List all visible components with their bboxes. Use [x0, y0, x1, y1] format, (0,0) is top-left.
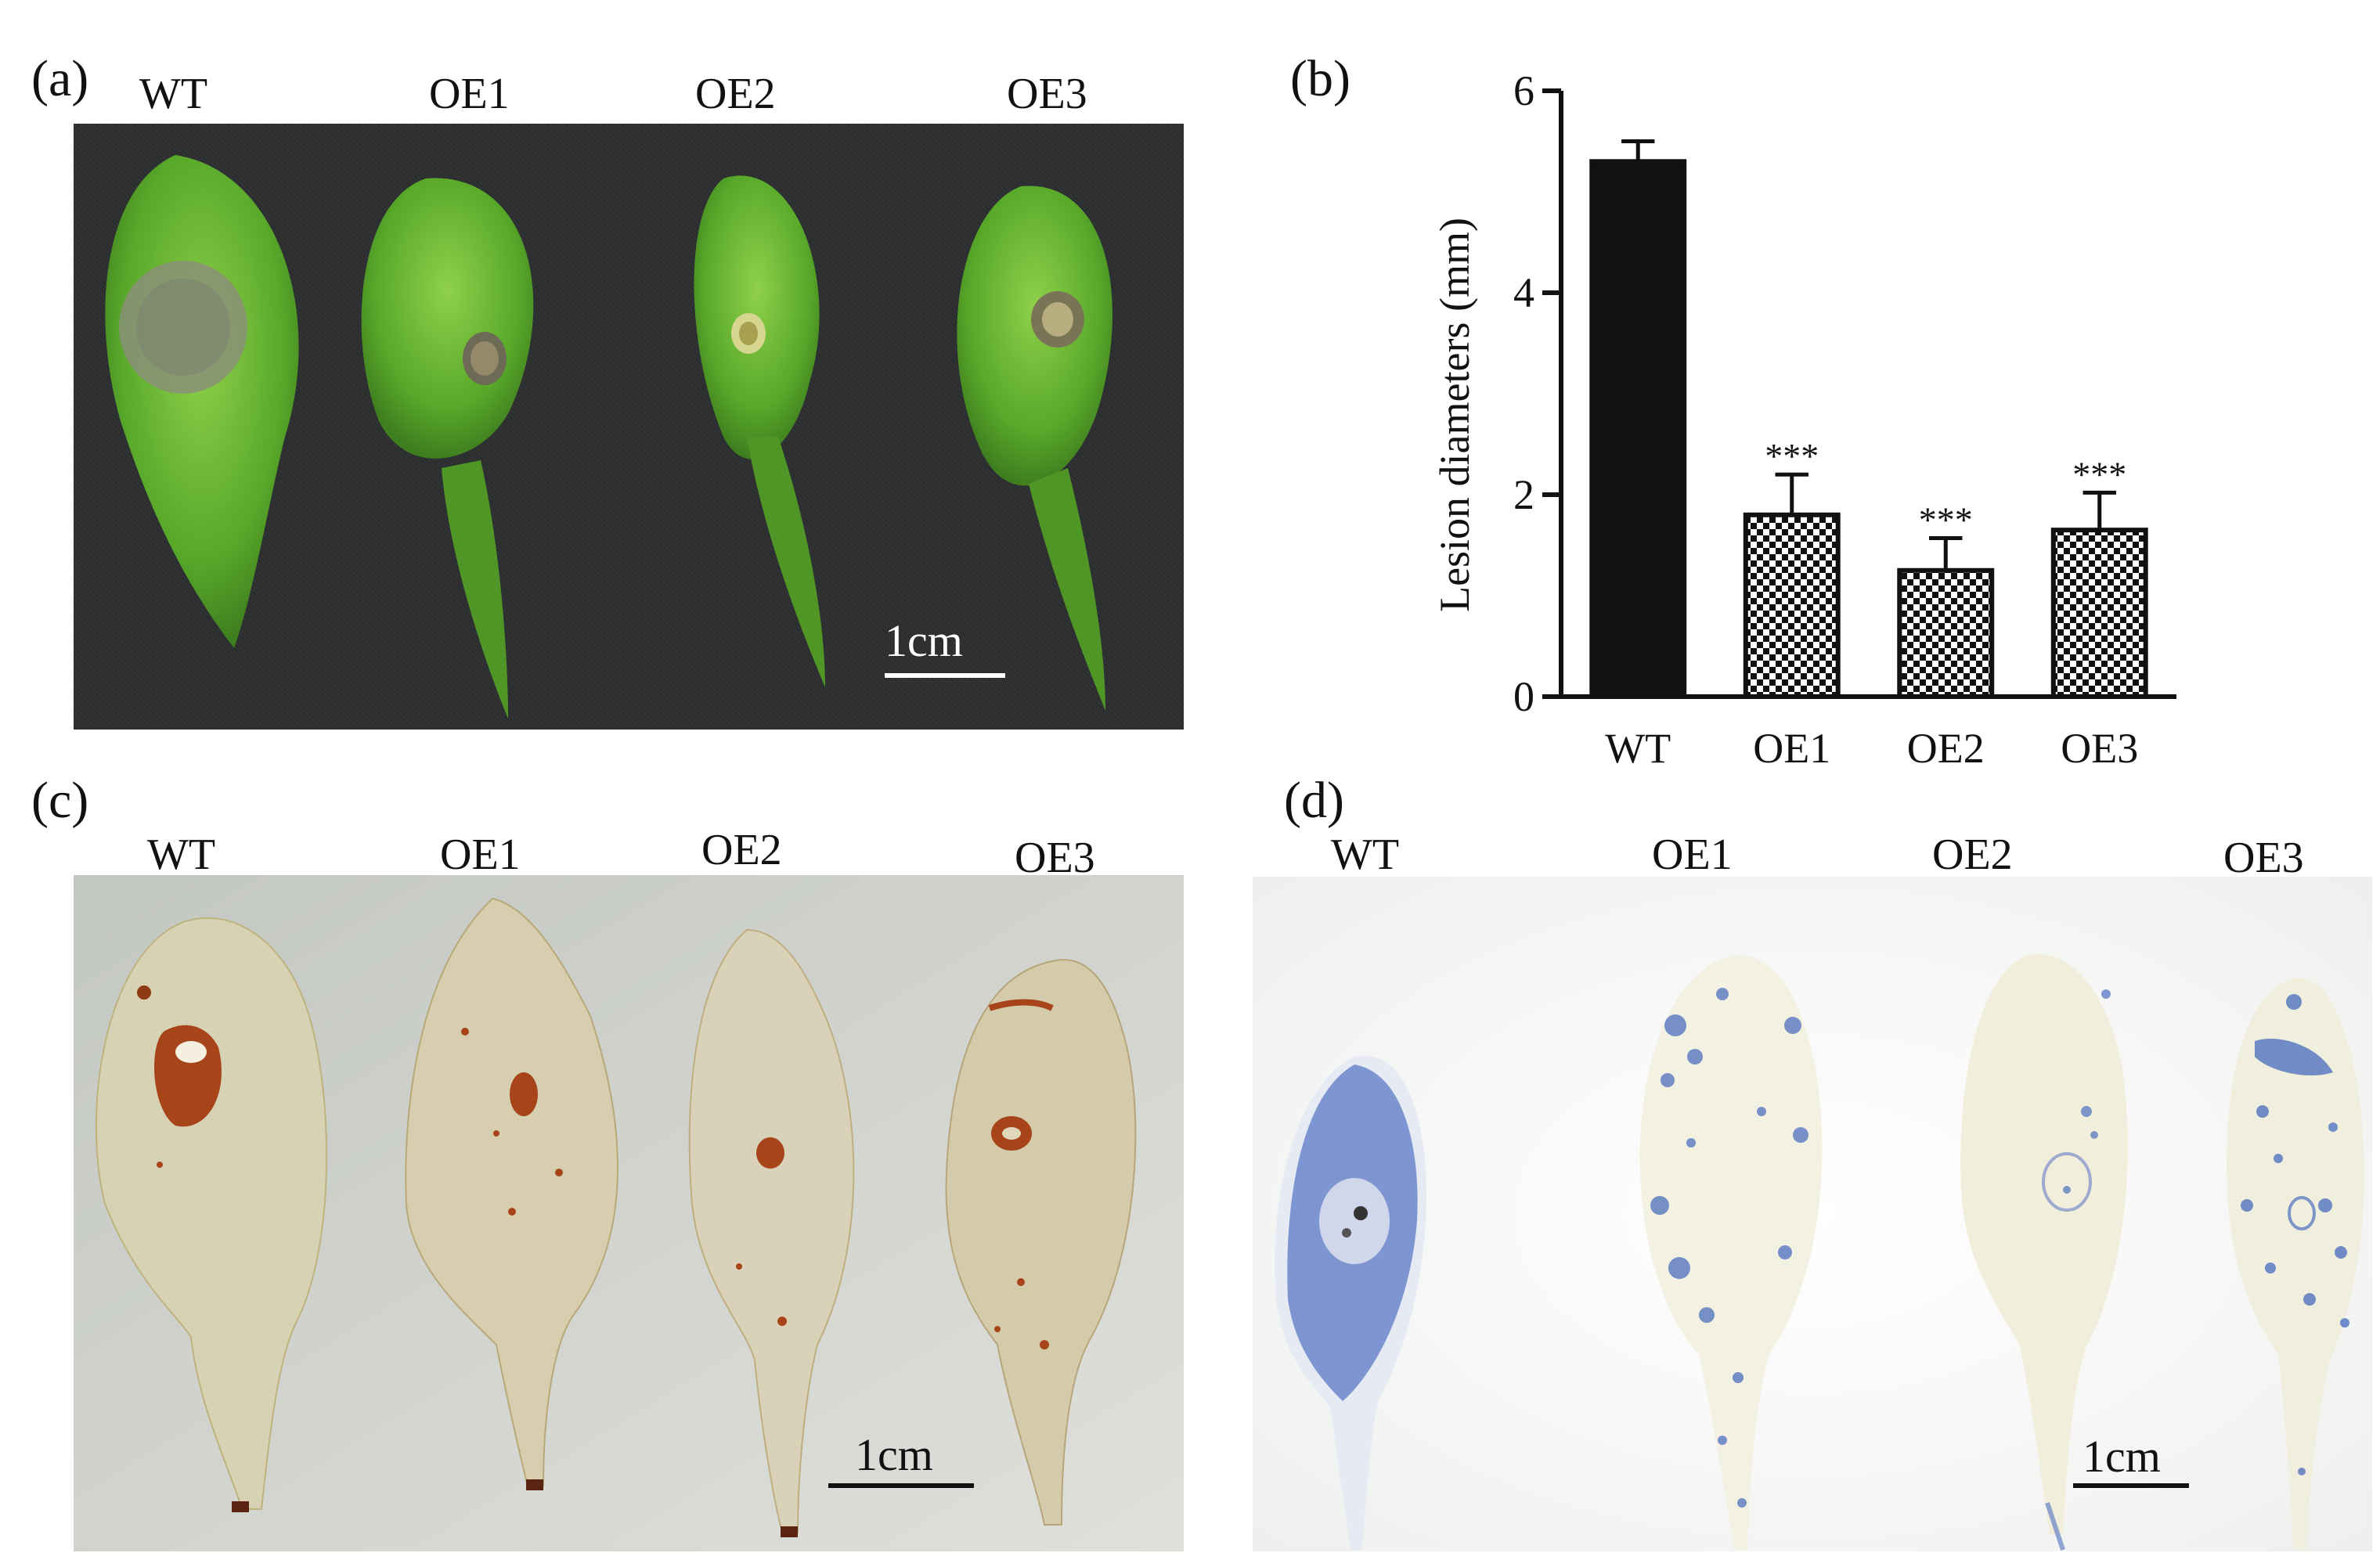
- leaf-a-oe3: [957, 186, 1112, 711]
- leaf-d-oe3: [2227, 978, 2364, 1550]
- panel-d-label-oe1: OE1: [1652, 830, 1733, 879]
- leaf-c-oe1: [405, 897, 618, 1490]
- chart-x-tick-label: OE2: [1907, 725, 1985, 772]
- leaf-d-wt: [1275, 1055, 1426, 1550]
- panel-c-scale-label: 1cm: [855, 1429, 933, 1480]
- leaf-d-oe2: [1960, 953, 2128, 1551]
- panel-b-letter: (b): [1290, 50, 1350, 107]
- leaf-a-oe1: [361, 178, 534, 719]
- leaf-d-oe1: [1639, 955, 1823, 1550]
- panel-c-letter: (c): [31, 772, 89, 829]
- panel-d-letter: (d): [1284, 772, 1344, 829]
- panel-d-label-oe2: OE2: [1932, 830, 2013, 879]
- chart-x-tick-label: OE3: [2061, 725, 2138, 772]
- panel-a-label-wt: WT: [139, 70, 208, 118]
- chart-significance-label: ***: [1919, 499, 1973, 539]
- leaf-a-wt: [105, 155, 299, 648]
- panel-c-label-oe2: OE2: [701, 826, 782, 874]
- chart-bar-oe1: [1743, 512, 1841, 699]
- chart-bar-oe2: [1897, 567, 1995, 699]
- panel-a-letter: (a): [31, 50, 89, 107]
- panel-c-label-wt: WT: [147, 830, 216, 879]
- panel-b-bar-chart: Lesion diameters (mm) 0 2 4 6 WT *** OE1 *** OE2…: [1431, 67, 2176, 772]
- leaf-c-oe3: [945, 959, 1137, 1526]
- panel-c-label-oe3: OE3: [1015, 834, 1095, 882]
- leaf-c-oe2: [688, 928, 855, 1537]
- chart-bar-wt: [1589, 159, 1687, 700]
- chart-y-axis-label: Lesion diameters (mm): [1431, 218, 1478, 612]
- panel-d-scale-label: 1cm: [2082, 1431, 2161, 1482]
- chart-x-tick-label: OE1: [1753, 725, 1830, 772]
- panel-a-photo: 1cm: [74, 124, 1184, 730]
- panel-c-label-oe1: OE1: [440, 830, 521, 879]
- panel-a-label-oe3: OE3: [1007, 70, 1087, 118]
- panel-d-label-wt: WT: [1331, 830, 1400, 879]
- chart-significance-label: ***: [1765, 436, 1819, 476]
- chart-bar-oe3: [2050, 528, 2148, 700]
- panel-d-label-oe3: OE3: [2223, 834, 2304, 882]
- chart-x-tick-label: WT: [1605, 725, 1671, 772]
- panel-c-photo: 1cm: [74, 875, 1184, 1551]
- chart-y-tick-label: 4: [1513, 269, 1534, 316]
- leaf-c-wt: [95, 917, 328, 1512]
- chart-significance-label: ***: [2072, 454, 2126, 494]
- chart-y-tick-label: 0: [1513, 673, 1534, 720]
- chart-y-tick-label: 2: [1513, 471, 1534, 518]
- leaf-a-oe2: [694, 175, 825, 687]
- panel-a-scale-label: 1cm: [885, 615, 963, 666]
- panel-a-label-oe1: OE1: [429, 70, 510, 118]
- chart-y-tick-label: 6: [1513, 67, 1534, 114]
- panel-d-photo: 1cm: [1253, 877, 2372, 1551]
- panel-a-label-oe2: OE2: [695, 70, 776, 118]
